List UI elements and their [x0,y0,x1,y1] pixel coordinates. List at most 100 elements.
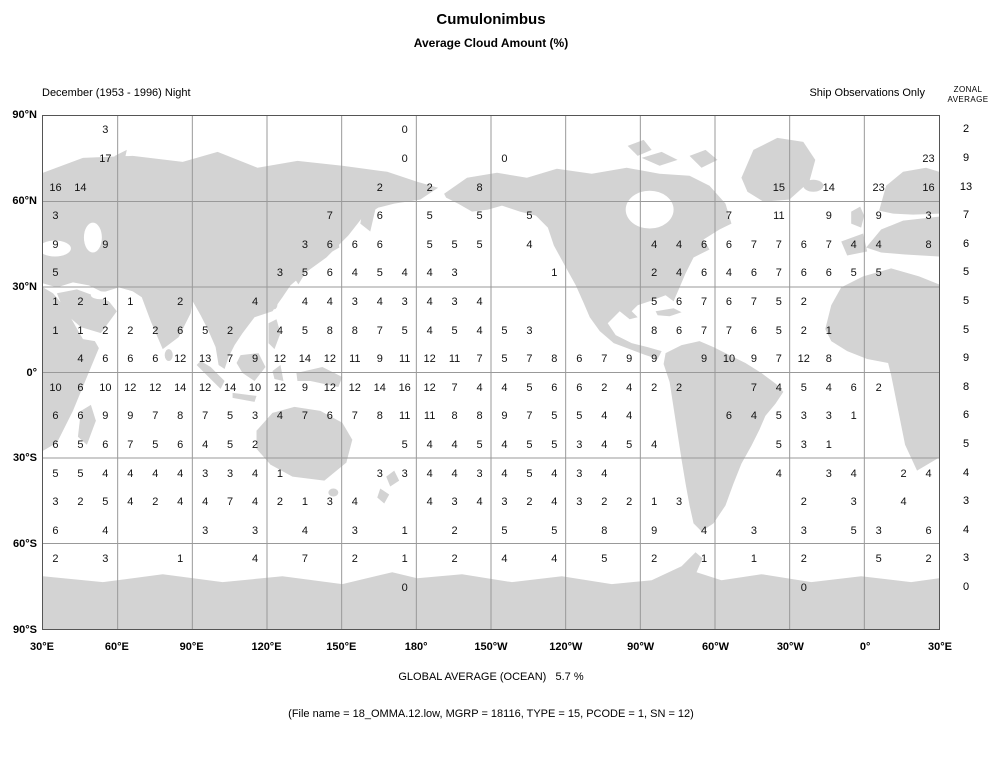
zonal-average-value: 2 [962,123,970,136]
land-iberia [841,233,868,256]
cloud-amount-value: 5 [476,238,483,251]
land-arabia [56,289,117,334]
cloud-amount-value: 5 [227,410,234,423]
cloud-amount-value: 5 [426,210,433,223]
cloud-amount-value: 5 [576,410,583,423]
cloud-amount-value: 7 [775,267,782,280]
cloud-amount-value: 11 [349,353,361,366]
cloud-amount-value: 1 [177,553,184,566]
cloud-amount-value: 4 [925,467,932,480]
cloud-amount-value: 3 [576,467,583,480]
cloud-amount-value: 3 [301,238,308,251]
cloud-amount-value: 1 [700,553,708,566]
cloud-amount-value: 6 [700,267,708,280]
latitude-tick-label: 0° [26,366,37,379]
cloud-amount-value: 2 [251,439,259,452]
cloud-amount-value: 2 [800,553,807,566]
cloud-amount-value: 6 [825,267,832,280]
longitude-tick-label: 90°W [627,641,655,653]
cloud-amount-value: 11 [398,353,411,366]
cloud-amount-value: 10 [99,381,112,394]
cloud-amount-value: 6 [52,439,59,452]
cloud-amount-value: 5 [526,439,533,452]
cloud-amount-value: 8 [476,410,483,423]
cloud-amount-value: 5 [451,324,458,337]
cloud-amount-value: 16 [49,181,62,194]
cloud-amount-value: 14 [74,181,87,194]
cloud-amount-value: 3 [850,496,857,509]
cloud-amount-value: 3 [351,524,358,537]
cloud-amount-value: 9 [651,524,658,537]
cloud-amount-value: 2 [152,496,159,509]
cloud-amount-value: 15 [772,181,785,194]
land-japan [294,243,327,285]
zonal-average-value: 4 [962,466,970,479]
cloud-amount-value: 4 [501,467,508,480]
cloud-amount-value: 3 [476,467,483,480]
cloud-amount-value: 6 [676,324,683,337]
source-label: Ship Observations Only [809,87,925,99]
cloud-amount-value: 10 [49,381,62,394]
zonal-average-value: 9 [962,151,970,164]
cloud-amount-value: 5 [301,267,308,280]
cloud-amount-value: 4 [451,467,458,480]
cloud-amount-value: 6 [177,439,184,452]
cloud-amount-value: 14 [373,381,386,394]
cloud-amount-value: 4 [251,553,259,566]
cloud-amount-value: 6 [177,324,184,337]
land-novaya-zemlya [104,149,127,174]
cloud-amount-value: 4 [551,553,558,566]
cloud-amount-value: 7 [725,324,733,337]
cloud-amount-value: 5 [77,467,84,480]
cloud-amount-value: 6 [750,267,757,280]
land-greenland [741,137,816,202]
cloud-amount-value: 4 [676,238,683,251]
cloud-amount-value: 9 [875,210,882,223]
land-scandinavia [879,167,939,215]
cloud-amount-value: 12 [423,353,436,366]
cloud-amount-value: 4 [651,238,658,251]
cloud-amount-value: 4 [601,467,608,480]
cloud-amount-value: 0 [401,152,408,165]
world-map-svg [43,116,939,629]
cloud-amount-value: 7 [750,238,757,251]
cloud-amount-value: 7 [301,410,308,423]
cloud-amount-value: 5 [775,324,782,337]
land-new-zealand-north [386,470,400,487]
cloud-amount-value: 5 [875,267,882,280]
cloud-amount-value: 4 [601,410,608,423]
cloud-amount-value: 7 [152,410,159,423]
longitude-tick-label: 150°E [326,641,357,653]
cloud-amount-value: 1 [52,295,59,308]
caspian-sea [83,222,102,253]
longitude-tick-label: 180° [404,641,428,653]
cloud-amount-value: 8 [551,353,558,366]
cloud-amount-value: 7 [376,324,383,337]
cloud-amount-value: 4 [551,467,558,480]
cloud-amount-value: 2 [451,524,458,537]
zonal-average-value: 3 [962,552,970,565]
cloud-amount-value: 4 [426,467,433,480]
land-arctic-island-1 [641,151,678,166]
cloud-amount-value: 6 [102,439,109,452]
cloud-amount-value: 4 [626,381,633,394]
cloud-amount-value: 5 [476,210,483,223]
zonal-average-value: 5 [962,294,970,307]
cloud-amount-value: 4 [301,524,308,537]
cloud-amount-value: 7 [326,210,333,223]
cloud-amount-value: 12 [423,381,436,394]
cloud-amount-value: 7 [750,381,757,394]
cloud-amount-value: 7 [725,210,733,223]
cloud-amount-value: 12 [273,353,287,366]
zonal-average-value: 0 [962,581,970,594]
cloud-amount-value: 4 [526,238,533,251]
cloud-amount-value: 12 [273,381,287,394]
land-madagascar [77,404,96,445]
land-sri-lanka [164,349,173,362]
cloud-amount-value: 3 [925,210,932,223]
hudson-bay [625,190,674,229]
cloud-amount-value: 5 [850,267,857,280]
cloud-amount-value: 8 [177,410,184,423]
